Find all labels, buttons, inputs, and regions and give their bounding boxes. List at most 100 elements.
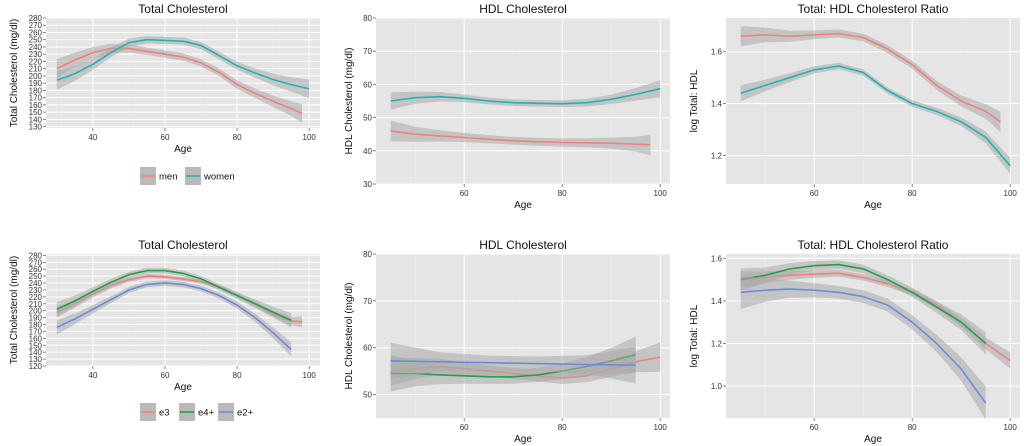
y-tick-label: 1.4 xyxy=(711,100,723,109)
y-tick-label: 260 xyxy=(29,265,43,274)
chart-title: Total Cholesterol xyxy=(138,238,227,252)
chart-title: Total Cholesterol xyxy=(138,2,227,16)
y-tick-label: 170 xyxy=(29,327,43,336)
y-tick-label: 240 xyxy=(29,279,43,288)
y-tick-label: 60 xyxy=(363,344,372,353)
series-ribbon-men xyxy=(740,26,1001,132)
series-line-men xyxy=(740,32,1001,123)
x-tick-label: 100 xyxy=(1004,189,1018,198)
series-line-e2+ xyxy=(390,360,636,366)
series-line-women xyxy=(56,38,310,90)
chart-panel-6: 60 80 100 1.0 1.2 1.4 1.6 Total: HDL Cholestero… xyxy=(689,238,1020,445)
legend-label-men: men xyxy=(159,172,177,183)
y-tick-label: 210 xyxy=(29,300,43,309)
y-tick-label: 270 xyxy=(29,258,43,267)
x-tick-label: 60 xyxy=(161,371,170,380)
x-tick-label: 100 xyxy=(1004,423,1018,432)
y-tick-label: 280 xyxy=(29,251,43,260)
chart-panel-2: 60 80 100 30 40 50 60 70 80 HDL Cholesterol Age HDL… xyxy=(344,2,670,211)
x-tick-label: 80 xyxy=(233,371,242,380)
panel-background xyxy=(376,254,670,418)
legend-label-e3: e3 xyxy=(159,408,170,419)
y-tick-label: 120 xyxy=(29,362,43,371)
chart-title: HDL Cholesterol xyxy=(479,238,567,252)
x-tick-label: 100 xyxy=(654,423,668,432)
legend-label-e2+: e2+ xyxy=(237,408,254,419)
x-axis-label: Age xyxy=(514,200,532,211)
legend-1: men women xyxy=(140,167,235,185)
x-tick-label: 60 xyxy=(460,189,469,198)
y-tick-label: 160 xyxy=(29,334,43,343)
series-line-women xyxy=(740,65,1011,167)
x-tick-label: 60 xyxy=(810,423,819,432)
y-tick-label: 70 xyxy=(363,297,372,306)
y-axis-label: HDL Cholesterol (mg/dl) xyxy=(344,283,355,390)
x-tick-label: 100 xyxy=(654,189,668,198)
y-tick-label: 220 xyxy=(29,293,43,302)
series-line-men xyxy=(56,47,303,115)
x-axis-label: Age xyxy=(174,144,192,155)
y-tick-label: 230 xyxy=(29,50,43,59)
y-tick-label: 170 xyxy=(29,94,43,103)
y-tick-label: 1.4 xyxy=(711,297,723,306)
y-tick-label: 50 xyxy=(363,114,372,123)
y-tick-label: 200 xyxy=(29,307,43,316)
y-tick-label: 60 xyxy=(363,80,372,89)
y-tick-label: 70 xyxy=(363,47,372,56)
y-tick-label: 280 xyxy=(29,14,43,23)
y-tick-label: 80 xyxy=(363,14,372,23)
y-tick-label: 80 xyxy=(363,250,372,259)
y-axis-label: Total Cholesterol (mg/dl) xyxy=(9,19,20,127)
series-ribbon-e4+ xyxy=(56,267,292,328)
series-line-e2+ xyxy=(740,288,987,404)
y-tick-label: 140 xyxy=(29,115,43,124)
panel-background xyxy=(46,18,320,128)
y-tick-label: 160 xyxy=(29,101,43,110)
y-axis-label: HDL Cholesterol (mg/dl) xyxy=(344,48,355,155)
series-line-men xyxy=(390,130,651,146)
chart-panel-4: 40 60 80 1001201301401501601701801902002102… xyxy=(9,238,320,393)
x-tick-label: 40 xyxy=(88,133,97,142)
x-tick-label: 60 xyxy=(810,189,819,198)
y-tick-label: 180 xyxy=(29,86,43,95)
chart-title: Total: HDL Cholesterol Ratio xyxy=(798,238,949,252)
chart-title: Total: HDL Cholesterol Ratio xyxy=(798,2,949,16)
series-ribbon-men xyxy=(390,120,651,156)
y-tick-label: 50 xyxy=(363,391,372,400)
legend-2: e3 e4+ e2+ xyxy=(140,403,254,421)
y-tick-label: 1.6 xyxy=(711,48,723,57)
y-tick-label: 30 xyxy=(363,180,372,189)
series-line-e4+ xyxy=(740,263,987,345)
series-ribbon-men xyxy=(56,43,302,123)
y-tick-label: 150 xyxy=(29,341,43,350)
series-ribbon-e4+ xyxy=(390,336,636,392)
series-line-e4+ xyxy=(56,269,292,322)
y-tick-label: 210 xyxy=(29,65,43,74)
x-tick-label: 80 xyxy=(233,133,242,142)
x-axis-label: Age xyxy=(864,434,882,445)
x-tick-label: 80 xyxy=(908,423,917,432)
x-tick-label: 80 xyxy=(558,189,567,198)
y-tick-label: 130 xyxy=(29,123,43,132)
series-ribbon-e2+ xyxy=(56,280,292,357)
y-tick-label: 190 xyxy=(29,314,43,323)
x-axis-label: Age xyxy=(174,382,192,393)
series-line-women xyxy=(390,87,661,105)
y-tick-label: 190 xyxy=(29,79,43,88)
y-axis-label: log Total: HDL xyxy=(689,69,700,132)
x-axis-label: Age xyxy=(864,200,882,211)
series-line-e2+ xyxy=(56,282,292,350)
x-tick-label: 40 xyxy=(88,371,97,380)
series-ribbon-women xyxy=(56,36,310,99)
y-tick-label: 1.6 xyxy=(711,254,723,263)
y-tick-label: 220 xyxy=(29,57,43,66)
y-tick-label: 240 xyxy=(29,43,43,52)
y-tick-label: 130 xyxy=(29,355,43,364)
x-tick-label: 80 xyxy=(908,189,917,198)
y-tick-label: 200 xyxy=(29,72,43,81)
chart-title: HDL Cholesterol xyxy=(479,2,567,16)
y-tick-label: 180 xyxy=(29,321,43,330)
chart-panel-5: 60 80 100 50 60 70 80 HDL Cholesterol Age HDL Cho… xyxy=(344,238,670,445)
legend-label-women: women xyxy=(203,172,235,183)
